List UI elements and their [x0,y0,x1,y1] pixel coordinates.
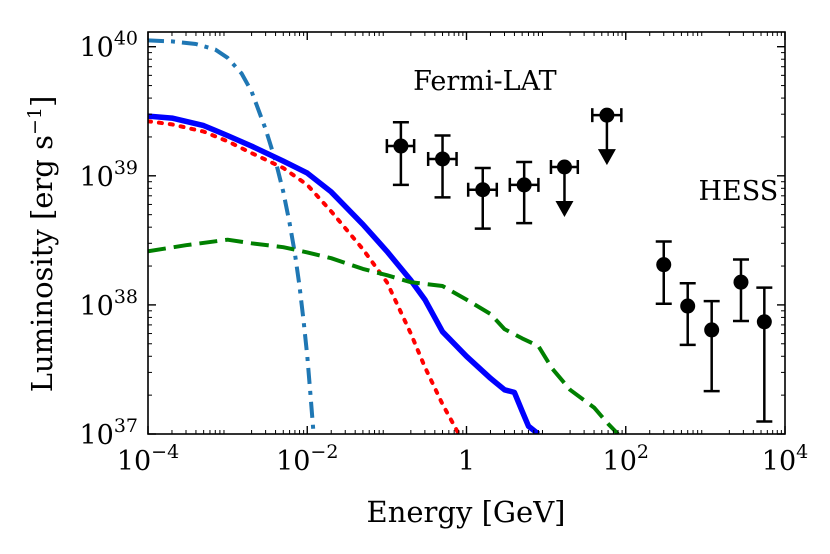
data-point-fermi-lat-6 [591,107,623,166]
data-marker [756,314,772,330]
data-marker [733,274,749,290]
data-point-hess-10 [732,258,749,323]
data-marker [516,177,532,193]
x-tick-label-2: 10−2 [276,441,338,477]
data-point-hess-9 [703,299,720,393]
upper-limit-arrowhead [597,149,616,166]
series-line-3 [148,119,461,434]
x-axis-title: Energy [GeV] [367,495,566,529]
annotation-hess: HESS [699,176,779,207]
y-axis-title-main: Luminosity [erg s [25,135,59,392]
y-tick-label-4: 1040 [79,28,138,64]
data-point-hess-11 [756,286,773,423]
data-marker [680,298,696,314]
data-marker [393,138,409,154]
series-layer [148,38,620,434]
x-tick-label-4: 102 [603,441,649,477]
data-point-hess-7 [655,240,672,306]
x-tick-label-1: 10−4 [117,441,179,477]
data-point-fermi-lat-1 [385,120,416,187]
plot-background [148,32,785,434]
annotation-fermilat: Fermi-LAT [413,66,556,97]
data-marker [556,159,572,175]
annotations-layer: Fermi-LAT HESS [413,66,778,207]
series-line-2 [148,113,541,434]
ticks-layer: 10−4 10−2 1 102 104 1037 1038 1039 1040 [79,28,808,477]
data-marker [656,257,672,273]
y-tick-label-2: 1038 [79,286,138,322]
data-marker [435,151,451,167]
data-marker [475,182,491,198]
data-point-fermi-lat-4 [508,160,540,225]
y-axis-title-exp: −1 [24,107,46,135]
upper-limit-arrowhead [555,201,574,218]
data-point-fermi-lat-3 [466,166,499,230]
data-point-fermi-lat-5 [549,159,580,218]
data-marker [599,107,615,123]
series-line-4 [148,237,620,434]
data-point-fermi-lat-2 [426,134,458,199]
y-axis-title-close: ] [25,96,59,107]
x-tick-label-3: 1 [458,446,475,477]
data-marker [704,322,720,338]
x-tick-label-5: 104 [762,441,808,477]
data-points-layer [385,107,773,423]
data-point-hess-8 [679,282,696,347]
y-axis-title: Luminosity [erg s−1] [24,96,59,393]
y-tick-label-3: 1039 [79,157,138,193]
y-tick-label-1: 1037 [79,415,138,451]
